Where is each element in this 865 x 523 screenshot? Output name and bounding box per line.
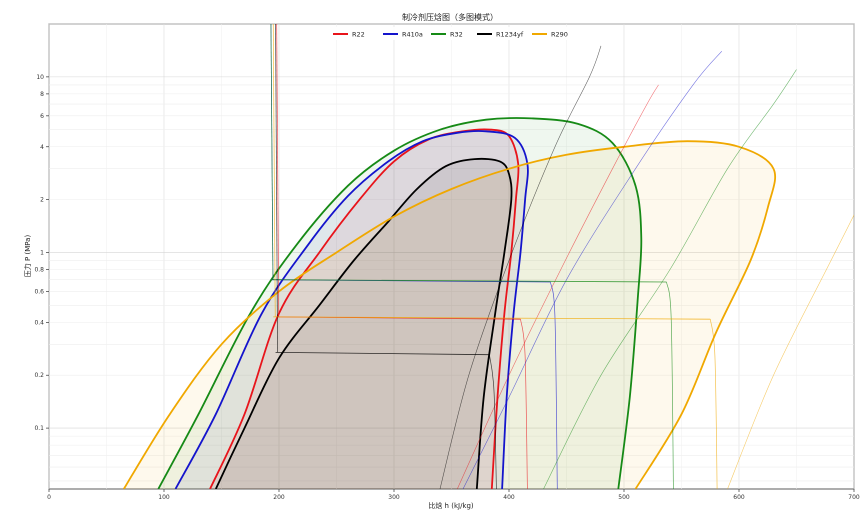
dome-fill-r1234yf <box>215 158 512 489</box>
x-tick-label: 0 <box>47 494 51 501</box>
isolines <box>270 24 854 489</box>
chart-title: 制冷剂压焓图（多图模式） <box>402 12 498 22</box>
dome-fill-r410a <box>175 130 528 489</box>
isobar-drop-r32 <box>666 281 674 489</box>
y-tick-label: 1 <box>40 249 44 256</box>
y-tick-label: 8 <box>40 91 44 98</box>
y-tick-label: 6 <box>40 113 44 120</box>
isentrope-r1234yf <box>439 45 602 489</box>
isotherm-liquid-r32 <box>270 24 274 280</box>
dome-line-r32 <box>157 117 643 489</box>
y-axis-ticks: 0.1 0.2 0.4 0.6 0.8 1 2 4 6 8 10 <box>34 74 49 432</box>
legend-label-r1234yf: R1234yf <box>496 31 524 39</box>
x-tick-label: 500 <box>618 494 630 501</box>
legend-label-r22: R22 <box>352 31 365 39</box>
dome-fill-r290 <box>123 141 776 489</box>
isobar-r32 <box>270 279 667 283</box>
dome-fill-r22 <box>210 129 519 489</box>
y-tick-label: 0.8 <box>34 267 44 274</box>
x-tick-label: 100 <box>158 494 170 501</box>
legend: R22 R410a R32 R1234yf R290 <box>326 27 576 40</box>
x-tick-label: 200 <box>273 494 285 501</box>
y-axis-label: 压力 P (MPa) <box>23 235 32 278</box>
y-tick-label: 10 <box>36 74 44 81</box>
dome-line-r22 <box>209 128 520 489</box>
y-tick-label: 0.2 <box>34 372 44 379</box>
y-tick-label: 2 <box>40 197 44 204</box>
y-tick-label: 4 <box>40 144 44 151</box>
legend-label-r32: R32 <box>450 31 463 39</box>
legend-label-r290: R290 <box>551 31 568 39</box>
isentrope-r32 <box>543 69 797 489</box>
isentrope-r410a <box>462 51 723 489</box>
isentrope-r290 <box>727 214 854 489</box>
x-axis-ticks: 0 100 200 300 400 500 600 700 <box>47 489 860 501</box>
x-tick-label: 300 <box>388 494 400 501</box>
dome-line-r410a <box>174 130 529 489</box>
isotherm-liquid-r22 <box>276 24 280 317</box>
y-tick-label: 0.6 <box>34 288 44 295</box>
isobar-drop-r1234yf <box>489 354 497 489</box>
isobar-r290 <box>273 316 711 320</box>
x-tick-label: 400 <box>503 494 515 501</box>
isotherm-liquid-r1234yf <box>275 24 278 353</box>
y-tick-label: 0.1 <box>34 425 44 432</box>
legend-box <box>326 27 576 40</box>
isotherm-liquid-r290 <box>272 24 276 317</box>
isobar-r1234yf <box>275 351 490 356</box>
dome-line-r290 <box>123 140 777 489</box>
dome-fill-r32 <box>158 118 642 489</box>
legend-label-r410a: R410a <box>402 31 423 39</box>
isobar-drop-r410a <box>550 281 558 489</box>
isentrope-r22 <box>457 84 659 489</box>
x-tick-label: 700 <box>848 494 860 501</box>
isobar-drop-r290 <box>709 319 718 489</box>
isobar-drop-r22 <box>520 319 528 489</box>
y-tick-label: 0.4 <box>34 319 44 326</box>
x-tick-label: 600 <box>733 494 745 501</box>
dome-line-r1234yf <box>214 157 513 489</box>
saturation-domes <box>123 117 777 489</box>
grid <box>48 23 855 489</box>
x-axis-label: 比焓 h (kJ/kg) <box>428 501 474 510</box>
